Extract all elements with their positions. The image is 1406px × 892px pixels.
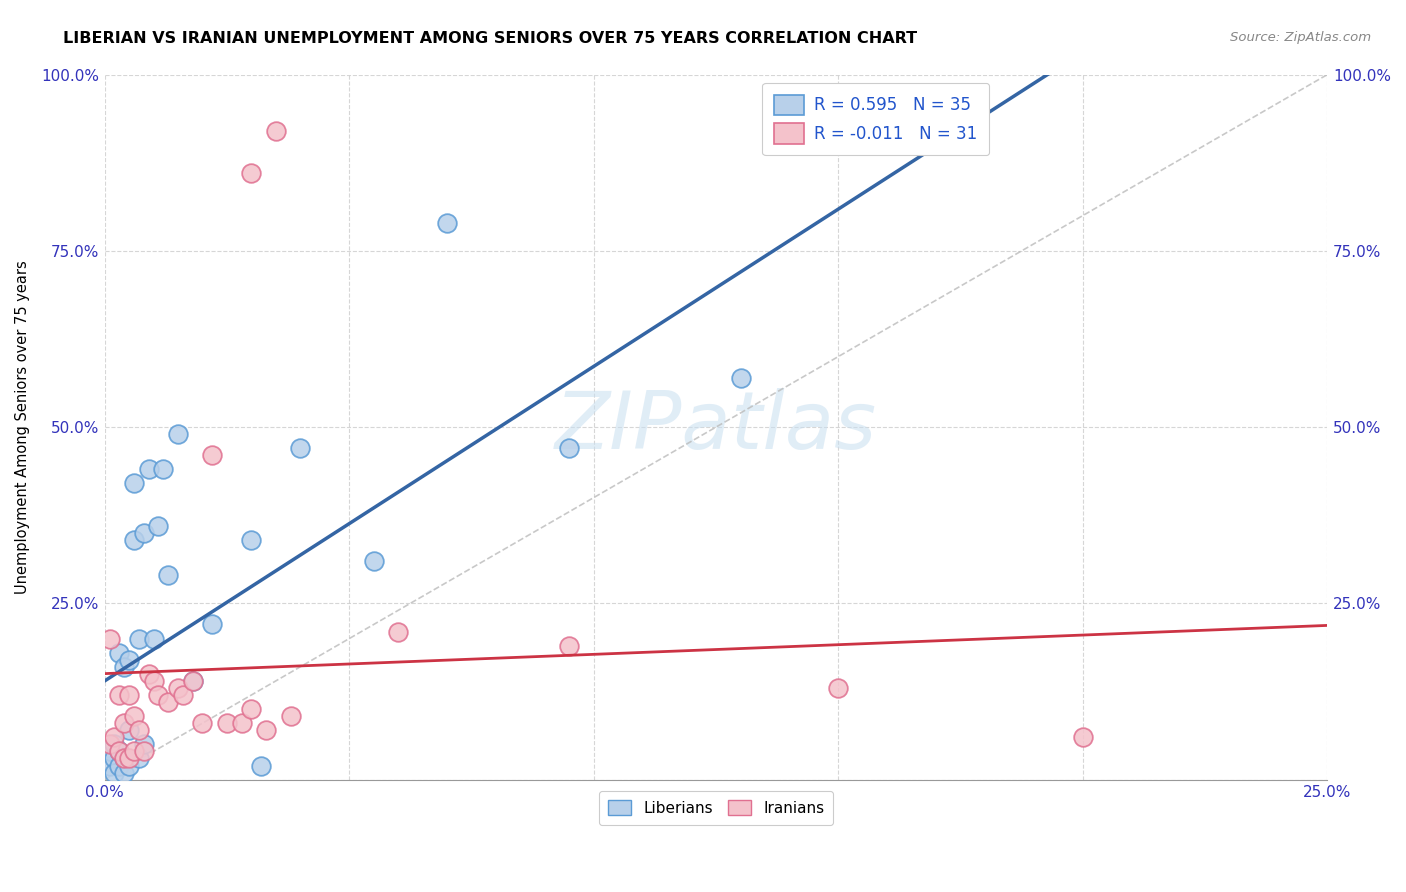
Point — [98, 758, 121, 772]
Point — [108, 744, 131, 758]
Text: LIBERIAN VS IRANIAN UNEMPLOYMENT AMONG SENIORS OVER 75 YEARS CORRELATION CHART: LIBERIAN VS IRANIAN UNEMPLOYMENT AMONG S… — [63, 31, 917, 46]
Point — [118, 688, 141, 702]
Point — [122, 533, 145, 547]
Point — [387, 624, 409, 639]
Point — [148, 518, 170, 533]
Point — [108, 744, 131, 758]
Point — [201, 448, 224, 462]
Point — [118, 751, 141, 765]
Point — [730, 370, 752, 384]
Point — [112, 751, 135, 765]
Point — [98, 744, 121, 758]
Point — [142, 673, 165, 688]
Point — [157, 695, 180, 709]
Point — [103, 765, 125, 780]
Point — [122, 744, 145, 758]
Point — [118, 758, 141, 772]
Point — [240, 533, 263, 547]
Point — [181, 673, 204, 688]
Point — [558, 639, 581, 653]
Point — [167, 681, 190, 695]
Point — [148, 688, 170, 702]
Point — [98, 632, 121, 646]
Point — [128, 632, 150, 646]
Point — [558, 441, 581, 455]
Point — [128, 751, 150, 765]
Point — [280, 709, 302, 723]
Point — [142, 632, 165, 646]
Text: Source: ZipAtlas.com: Source: ZipAtlas.com — [1230, 31, 1371, 45]
Point — [167, 427, 190, 442]
Point — [122, 709, 145, 723]
Point — [152, 462, 174, 476]
Point — [132, 737, 155, 751]
Point — [264, 124, 287, 138]
Point — [172, 688, 194, 702]
Point — [1071, 731, 1094, 745]
Point — [290, 441, 312, 455]
Point — [201, 617, 224, 632]
Point — [103, 731, 125, 745]
Point — [240, 166, 263, 180]
Legend: Liberians, Iranians: Liberians, Iranians — [599, 790, 834, 825]
Point — [240, 702, 263, 716]
Point — [108, 758, 131, 772]
Point — [112, 716, 135, 731]
Point — [231, 716, 253, 731]
Point — [138, 462, 160, 476]
Point — [132, 525, 155, 540]
Point — [103, 751, 125, 765]
Point — [250, 758, 273, 772]
Point — [157, 568, 180, 582]
Point — [436, 216, 458, 230]
Point — [112, 751, 135, 765]
Point — [98, 737, 121, 751]
Point — [103, 737, 125, 751]
Point — [112, 660, 135, 674]
Point — [122, 476, 145, 491]
Point — [138, 666, 160, 681]
Point — [108, 646, 131, 660]
Point — [191, 716, 214, 731]
Point — [112, 765, 135, 780]
Text: ZIPatlas: ZIPatlas — [555, 388, 877, 466]
Point — [128, 723, 150, 738]
Y-axis label: Unemployment Among Seniors over 75 years: Unemployment Among Seniors over 75 years — [15, 260, 30, 594]
Point — [108, 688, 131, 702]
Point — [827, 681, 849, 695]
Point — [254, 723, 277, 738]
Point — [215, 716, 238, 731]
Point — [118, 723, 141, 738]
Point — [363, 554, 385, 568]
Point — [118, 653, 141, 667]
Point — [132, 744, 155, 758]
Point — [181, 673, 204, 688]
